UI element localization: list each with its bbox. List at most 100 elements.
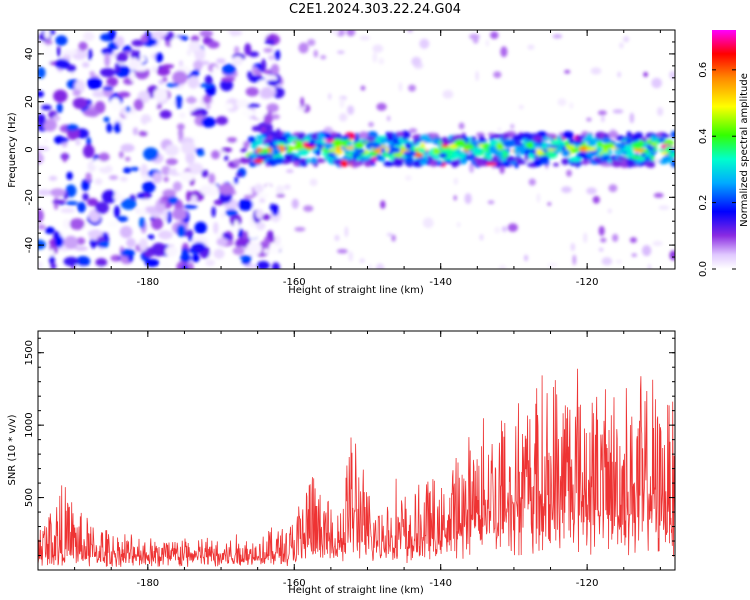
spectrogram-cell (266, 79, 281, 86)
spectrogram-cell (141, 174, 151, 181)
spectrogram-x-tick-label: -160 (283, 277, 306, 288)
spectrogram-cell (119, 225, 133, 239)
spectrogram-cell (220, 77, 236, 82)
spectrogram-cell (94, 100, 106, 114)
spectrogram-cell (358, 131, 369, 140)
spectrogram-cell (150, 31, 167, 38)
spectrogram-cell (180, 253, 192, 263)
snr-x-axis: -180 -160 -140 -120 (74, 331, 661, 589)
spectrogram-cell (138, 238, 148, 252)
spectrogram-cell (66, 171, 73, 181)
spectrogram-cell (493, 71, 502, 79)
spectrogram-cell (408, 84, 416, 92)
spectrogram-cell (291, 198, 299, 209)
spectrogram-cell (235, 35, 241, 44)
spectrogram-cell (342, 134, 350, 141)
spectrogram-cell (669, 152, 675, 158)
spectrogram-cell (538, 155, 550, 163)
spectrogram-cell (161, 64, 175, 69)
spectrogram-cell (653, 192, 664, 198)
spectrogram-cell (91, 59, 96, 73)
spectrogram-cell (350, 160, 363, 167)
spectrogram-cell (293, 155, 300, 161)
spectrogram-cell (253, 158, 264, 164)
spectrogram-cell (590, 67, 602, 75)
spectrogram-cell (151, 217, 164, 230)
spectrogram-cell (469, 157, 475, 161)
spectrogram-cell (247, 136, 256, 144)
spectrogram-cell (569, 156, 582, 162)
spectrogram-cell (501, 226, 508, 233)
spectrogram-cell (152, 172, 163, 184)
spectrogram-cell (43, 138, 48, 144)
spectrogram-cell (600, 162, 613, 167)
spectrogram-cell (372, 52, 378, 63)
spectrogram-cell (348, 251, 354, 262)
spectrogram-cell (237, 198, 254, 211)
spectrogram-cell (514, 142, 523, 146)
spectrogram-cell (524, 150, 530, 156)
spectrogram-cell (498, 264, 507, 269)
spectrogram-cell (404, 156, 414, 164)
spectrogram-cell (458, 122, 465, 130)
spectrogram-cell (419, 134, 430, 141)
spectrogram-cell (494, 226, 501, 234)
spectrogram-y-tick-label: 40 (24, 48, 35, 61)
spectrogram-cell (240, 147, 248, 153)
spectrogram-cell (647, 263, 652, 269)
spectrogram-cell (266, 230, 274, 240)
spectrogram-cell (297, 158, 308, 163)
spectrogram-cell (132, 127, 139, 136)
spectrogram-cell (459, 158, 468, 165)
spectrogram-cell (63, 256, 79, 267)
spectrogram-cell (178, 60, 183, 67)
spectrogram-cell (629, 237, 637, 243)
spectrogram-cell (276, 136, 288, 143)
spectrogram-cell (443, 160, 453, 164)
spectrogram-cell (62, 49, 78, 56)
spectrogram-cell (151, 65, 157, 73)
spectrogram-cell (107, 221, 118, 228)
spectrogram-cell (490, 31, 499, 40)
spectrogram-cell (199, 185, 213, 196)
spectrogram-cell (62, 218, 70, 229)
spectrogram-cell (110, 97, 121, 111)
spectrogram-cell (651, 77, 663, 89)
spectrogram-cell (95, 201, 109, 214)
spectrogram-cell (613, 148, 626, 155)
spectrogram-cell (179, 112, 186, 119)
spectrogram-cell (662, 155, 671, 162)
spectrogram-cell (398, 82, 403, 92)
spectrogram-cell (272, 157, 285, 165)
spectrogram-cell (269, 203, 275, 212)
spectrogram-cell (326, 152, 336, 157)
spectrogram-cell (612, 233, 619, 242)
spectrogram-cell (120, 143, 135, 153)
chart-title: C2E1.2024.303.22.24.G04 (288, 2, 462, 17)
spectrogram-cell (52, 199, 66, 205)
snr-y-axis: 500 1000 1500 (24, 337, 675, 557)
spectrogram-cell (658, 205, 670, 210)
spectrogram-cell (586, 117, 592, 122)
spectrogram-cell (147, 234, 155, 240)
spectrogram-cell (138, 208, 147, 214)
spectrogram-cell (44, 226, 55, 235)
spectrogram-cell (297, 104, 307, 111)
spectrogram-cell (108, 30, 117, 41)
spectrogram-cell (598, 225, 605, 236)
spectrogram-cell (337, 50, 345, 54)
spectrogram-cell (118, 151, 124, 159)
spectrogram-cell (656, 107, 664, 117)
spectrogram-y-tick-label: 0 (24, 146, 35, 152)
colorbar: 0.0 0.2 0.4 0.6 Normalized spectral amplitu… (698, 30, 750, 277)
spectrogram-cell (561, 149, 571, 157)
spectrogram-cell (340, 159, 349, 168)
spectrogram-cell (253, 183, 264, 194)
spectrogram-cell (626, 131, 632, 138)
spectrogram-cell (38, 224, 46, 230)
spectrogram-cell (388, 131, 395, 139)
spectrogram-cell (585, 147, 597, 152)
spectrogram-cell (435, 162, 444, 166)
spectrogram-cell (218, 183, 235, 195)
spectrogram-cell (138, 130, 148, 137)
